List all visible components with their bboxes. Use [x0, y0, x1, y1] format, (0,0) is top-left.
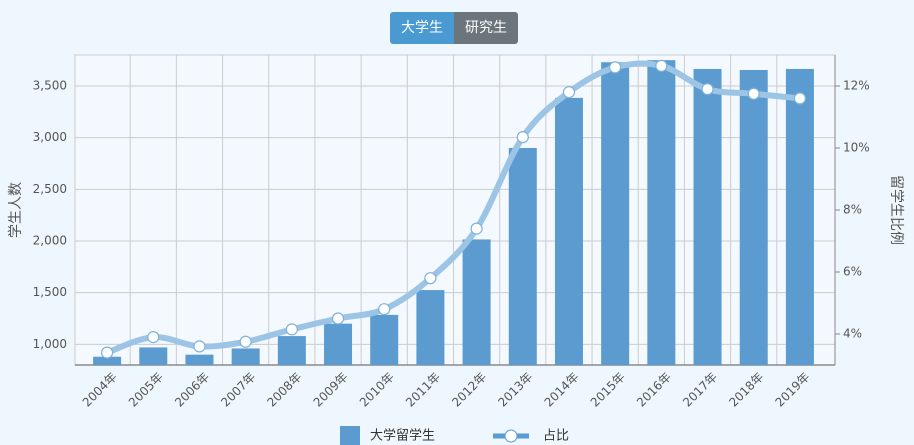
- bar: [370, 314, 399, 365]
- x-tick-label: 2016年: [634, 370, 674, 410]
- y2-tick-label: 4%: [843, 327, 862, 341]
- bar: [324, 323, 353, 365]
- y2-tick-label: 12%: [843, 79, 870, 93]
- tab-group: 大学生 研究生: [390, 12, 518, 44]
- bar: [693, 68, 722, 365]
- line-marker: [793, 92, 807, 105]
- legend-label: 大学留学生: [370, 428, 435, 444]
- bar: [508, 148, 537, 365]
- x-tick-label: 2006年: [172, 370, 212, 410]
- bar: [277, 336, 306, 365]
- y-tick-label: 2,000: [33, 234, 67, 248]
- y-tick-label: 1,000: [33, 337, 67, 351]
- x-tick-label: 2017年: [680, 370, 720, 410]
- line-marker: [331, 312, 345, 325]
- y-tick-label: 1,500: [33, 285, 67, 299]
- line-marker: [378, 303, 391, 316]
- x-tick-label: 2014年: [542, 370, 582, 410]
- x-tick-label: 2007年: [218, 370, 258, 410]
- bar: [739, 69, 768, 365]
- bar: [93, 356, 122, 365]
- x-tick-label: 2011年: [403, 370, 443, 410]
- bar: [416, 290, 445, 365]
- line-marker: [701, 82, 714, 96]
- bar: [647, 60, 676, 366]
- line-marker: [655, 59, 668, 72]
- x-tick-label: 2018年: [726, 370, 766, 410]
- y-tick-label: 2,500: [33, 182, 67, 196]
- bar: [139, 347, 168, 365]
- x-tick-label: 2013年: [495, 370, 535, 410]
- bar: [601, 62, 630, 365]
- y-tick-label: 3,500: [33, 79, 67, 93]
- line-marker: [470, 222, 483, 235]
- legend-swatch: [340, 426, 360, 445]
- bar: [462, 239, 491, 365]
- y-axis-title: 学生人数: [8, 182, 24, 238]
- line-marker: [562, 86, 576, 99]
- x-tick-label: 2004年: [80, 370, 120, 410]
- line-marker: [424, 272, 437, 285]
- x-tick-label: 2012年: [449, 370, 489, 410]
- bar: [185, 354, 214, 365]
- tab[interactable]: 研究生: [454, 12, 518, 44]
- line: [104, 60, 803, 356]
- legend-label: 占比: [543, 429, 569, 444]
- line-marker: [147, 331, 160, 344]
- line-marker: [193, 340, 206, 353]
- x-tick-label: 2008年: [264, 370, 304, 410]
- y2-tick-label: 10%: [843, 141, 870, 155]
- x-tick-label: 2005年: [126, 370, 166, 410]
- bar: [231, 348, 260, 365]
- line-marker: [100, 346, 114, 359]
- y-tick-label: 3,000: [33, 130, 67, 144]
- line-marker: [285, 323, 298, 336]
- y2-axis-title: 留学生比例: [888, 175, 904, 245]
- x-tick-label: 2015年: [588, 370, 628, 410]
- legend-swatch: [504, 429, 518, 443]
- y2-tick-label: 8%: [843, 203, 862, 217]
- line-marker: [516, 131, 529, 144]
- line-marker: [609, 61, 622, 74]
- line-marker: [239, 335, 252, 348]
- y2-tick-label: 6%: [843, 265, 862, 279]
- x-tick-label: 2019年: [773, 370, 813, 410]
- tab[interactable]: 大学生: [390, 12, 454, 44]
- line-marker: [747, 87, 760, 100]
- bar: [785, 68, 814, 365]
- x-tick-label: 2010年: [357, 370, 397, 410]
- bar: [554, 97, 583, 365]
- x-tick-label: 2009年: [311, 370, 351, 410]
